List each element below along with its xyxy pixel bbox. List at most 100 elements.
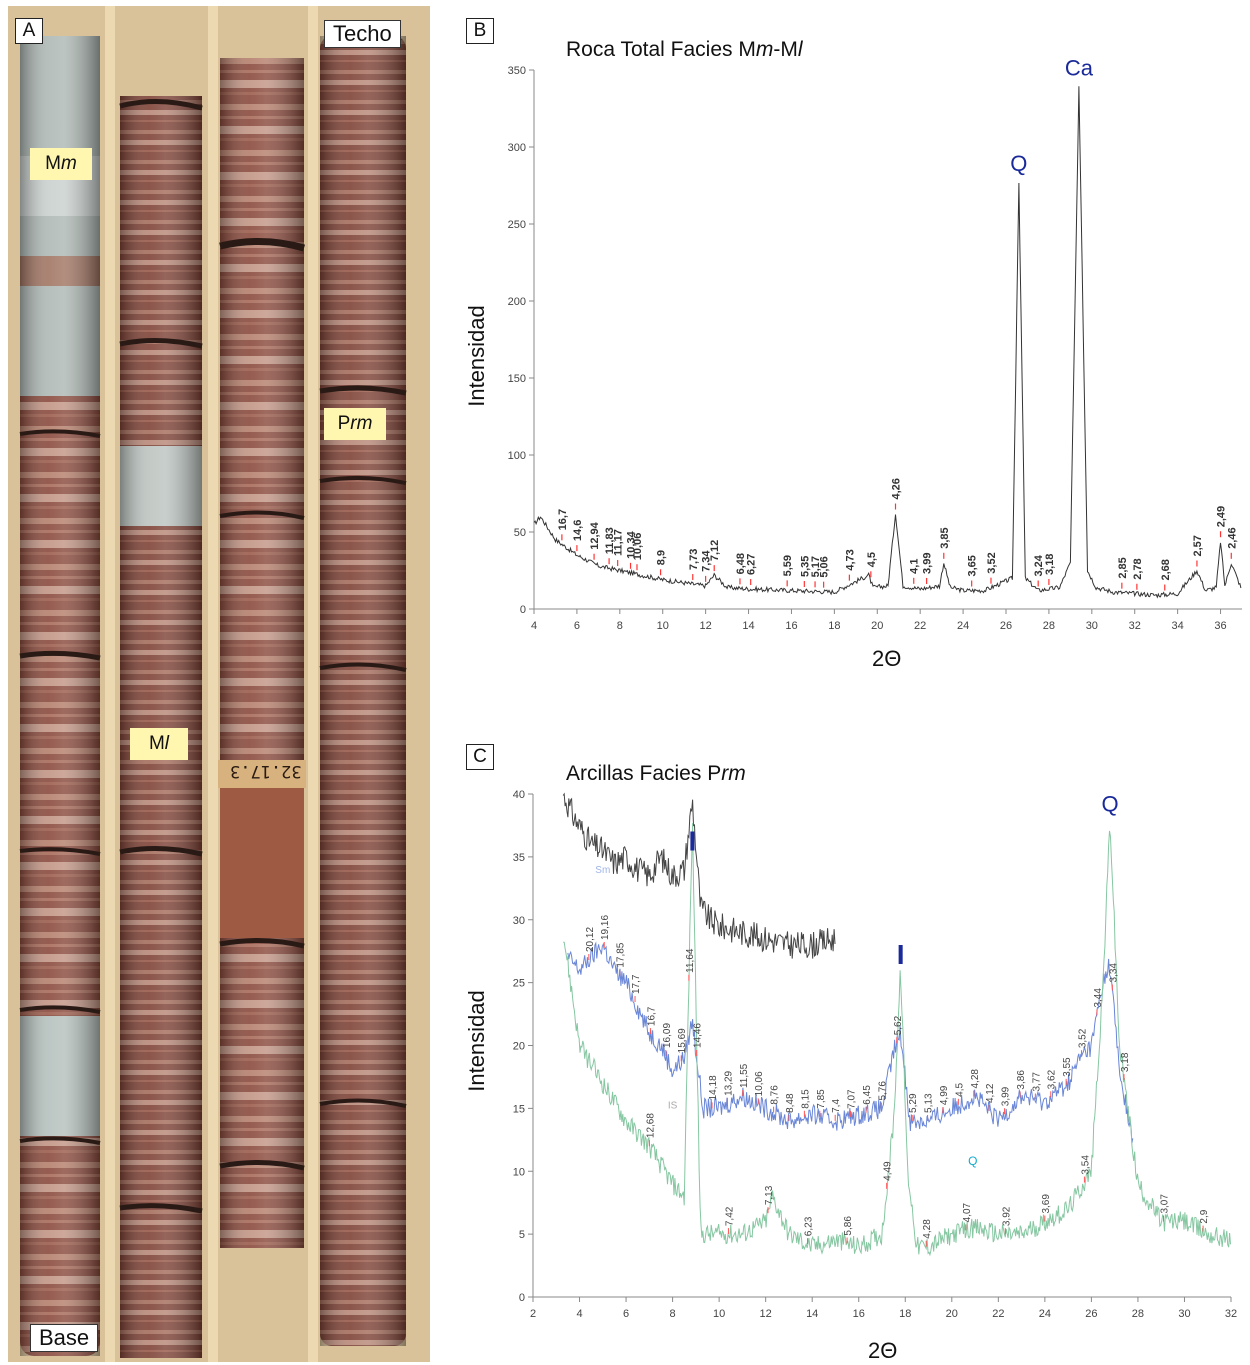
chart-c-peak-label-blue: 5,13 xyxy=(924,1093,935,1113)
chart-c-peak-label-blue: 5,62 xyxy=(893,1015,904,1035)
chart-b-peak-label: 2,78 xyxy=(1132,558,1144,579)
core-tray-drawing xyxy=(19,6,407,1362)
chart-c-peak-label-green: 7,42 xyxy=(724,1206,735,1226)
chart-b-x-tick-label: 24 xyxy=(957,620,969,632)
chart-c-y-tick-label: 10 xyxy=(513,1166,525,1178)
chart-c-x-tick-label: 6 xyxy=(623,1308,629,1320)
chart-c-y-tick-label: 30 xyxy=(513,915,525,927)
chart-b-x-tick-label: 10 xyxy=(657,620,669,632)
chart-c-peak-label-blue: 19,16 xyxy=(600,915,611,940)
chart-c-peak-label-green: 3,69 xyxy=(1041,1194,1052,1214)
chart-b-y-tick-label: 0 xyxy=(520,604,526,616)
chart-c-peak-label-green: 11,64 xyxy=(685,948,696,973)
chart-b-peak-label: 4,1 xyxy=(909,559,921,574)
chart-c-xlabel: 2Θ xyxy=(868,1338,898,1363)
chart-b-peak-label: 10,06 xyxy=(632,533,644,561)
chart-b-peak-label: 11,83 xyxy=(604,527,616,554)
panel-a-letter: A xyxy=(15,18,43,44)
panel-b-letter: B xyxy=(466,18,494,44)
chart-c-x-tick-label: 24 xyxy=(1039,1308,1051,1320)
chart-c-peak-label-blue: 3,34 xyxy=(1108,963,1119,983)
chart-c-peak-label-blue: 17,85 xyxy=(616,942,627,967)
chart-b-peak-label: 5,17 xyxy=(810,556,822,577)
chart-c-phase-label: Q xyxy=(968,1154,977,1168)
chart-c-y-tick-label: 5 xyxy=(519,1229,525,1241)
chart-b-peak-label: 8,9 xyxy=(656,550,668,565)
chart-c-y-tick-label: 40 xyxy=(513,789,525,801)
chart-b-peak-label: 16,7 xyxy=(557,509,569,530)
chart-c-peak-label-green: 3,54 xyxy=(1080,1155,1091,1175)
chart-b-y-tick-label: 350 xyxy=(508,65,526,77)
chart-c-peak-label-green: 3,07 xyxy=(1160,1194,1171,1214)
chart-c-peak-label-blue: 20,12 xyxy=(585,927,596,952)
chart-c-peak-label-blue: 8,48 xyxy=(785,1093,796,1113)
chart-c-peak-label-blue: 14,46 xyxy=(693,1023,704,1048)
chart-b-xlabel: 2Θ xyxy=(872,646,902,671)
chart-b-x-tick-label: 14 xyxy=(742,620,754,632)
chart-c-y-tick-label: 15 xyxy=(513,1103,525,1115)
chart-b-peak-label: 5,06 xyxy=(819,556,831,577)
chart-c-peak-label-blue: 3,99 xyxy=(1001,1086,1012,1106)
chart-b-x-tick-label: 18 xyxy=(828,620,840,632)
chart-b-y-tick-label: 50 xyxy=(514,527,526,539)
chart-c-x-tick-label: 22 xyxy=(992,1308,1004,1320)
chart-c-peak-label-blue: 4,28 xyxy=(970,1069,981,1089)
chart-b-peak-label: 2,57 xyxy=(1192,535,1204,556)
chart-c-peak-label-blue: 17,7 xyxy=(631,974,642,994)
chart-c-x-tick-label: 28 xyxy=(1132,1308,1144,1320)
chart-c-mineral-label: I xyxy=(688,826,696,857)
panel-c-letter: C xyxy=(466,744,494,770)
chart-c-x-tick-label: 32 xyxy=(1225,1308,1237,1320)
chart-b-peak-label: 4,26 xyxy=(891,478,903,499)
chart-c-trace-green xyxy=(563,823,1231,1257)
chart-b-y-tick-label: 150 xyxy=(508,373,526,385)
chart-c-peak-label-blue: 6,45 xyxy=(862,1085,873,1105)
chart-c-mineral-label: I xyxy=(897,939,905,970)
chart-c-peak-label-blue: 3,77 xyxy=(1031,1072,1042,1092)
chart-b-peak-label: 4,5 xyxy=(866,552,878,567)
chart-c-x-tick-label: 12 xyxy=(760,1308,772,1320)
chart-c-y-tick-label: 25 xyxy=(513,978,525,990)
chart-b-x-tick-label: 30 xyxy=(1086,620,1098,632)
chart-b-peak-label: 6,48 xyxy=(735,553,747,574)
bottom-label: Base xyxy=(30,1324,99,1352)
chart-c-peak-label-blue: 3,55 xyxy=(1062,1057,1073,1077)
chart-b-y-tick-label: 100 xyxy=(508,450,526,462)
chart-b-peak-label: 3,52 xyxy=(986,552,998,573)
chart-b-x-tick-label: 4 xyxy=(531,620,537,632)
chart-c-x-tick-label: 8 xyxy=(670,1308,676,1320)
chart-b-trace xyxy=(533,86,1242,599)
chart-b-peak-label: 4,73 xyxy=(844,549,856,570)
chart-b-peak-label: 14,6 xyxy=(572,520,584,541)
chart-c-peak-label-green: 3,92 xyxy=(1001,1206,1012,1226)
chart-b-peak-label: 12,94 xyxy=(589,521,601,549)
chart-c-ylabel: Intensidad xyxy=(464,990,489,1092)
chart-c-peak-label-blue: 4,99 xyxy=(939,1085,950,1105)
chart-c-peak-label-blue: 5,76 xyxy=(877,1081,888,1101)
chart-c-peak-label-green: 5,86 xyxy=(843,1216,854,1236)
chart-c-peak-label-green: 4,49 xyxy=(883,1161,894,1181)
chart-b-peak-label: 10,34 xyxy=(626,530,638,558)
chart-c-x-tick-label: 10 xyxy=(713,1308,725,1320)
chart-b-peak-label: 2,46 xyxy=(1226,527,1238,548)
chart-c-peak-label-blue: 4,12 xyxy=(985,1083,996,1103)
chart-b-x-tick-label: 36 xyxy=(1214,620,1226,632)
chart-c-phase-label: IS xyxy=(668,1100,678,1111)
chart-c-peak-label-blue: 14,18 xyxy=(708,1075,719,1100)
chart-b-y-tick-label: 300 xyxy=(508,142,526,154)
chart-b-title: Roca Total Facies Mm-Ml xyxy=(566,38,803,61)
chart-c-x-tick-label: 16 xyxy=(853,1308,865,1320)
chart-c-x-tick-label: 20 xyxy=(946,1308,958,1320)
chart-b-peak-label: 2,85 xyxy=(1117,557,1129,578)
chart-b-peak-label: 3,18 xyxy=(1044,554,1056,575)
chart-c-peak-label-green: 4,28 xyxy=(922,1219,933,1239)
chart-c-peak-label-blue: 7,85 xyxy=(816,1089,827,1109)
chart-c-peak-label-blue: 8,15 xyxy=(800,1089,811,1109)
chart-b-peak-label: 5,59 xyxy=(782,555,794,576)
chart-b-peak-label: 7,73 xyxy=(688,549,700,570)
chart-c-y-tick-label: 0 xyxy=(519,1292,525,1304)
chart-b-x-tick-label: 28 xyxy=(1043,620,1055,632)
chart-c-peak-label-green: 12,68 xyxy=(645,1113,656,1138)
chart-b-x-tick-label: 6 xyxy=(574,620,580,632)
chart-c-peak-label-blue: 3,62 xyxy=(1047,1069,1058,1089)
